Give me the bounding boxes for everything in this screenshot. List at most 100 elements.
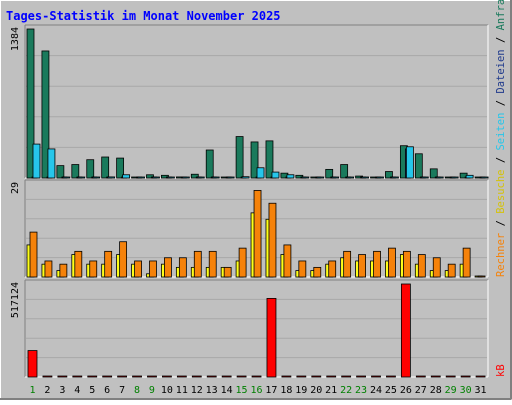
bar-anfragen-day-5: [86, 159, 95, 179]
bar-seiten-day-21: [331, 176, 340, 179]
bar-seiten-day-25: [391, 176, 399, 179]
bar-seiten-day-30: [465, 174, 474, 179]
x-tick-label: 11: [176, 385, 188, 396]
bar-anfragen-day-2: [41, 50, 50, 179]
bar-seiten-day-24: [376, 176, 384, 179]
y-axis-max-label: 1384: [10, 27, 21, 51]
bar-kb-day-15: [236, 375, 247, 378]
chart-panels: 1384 29 517124: [10, 24, 489, 378]
x-axis-tick-labels: 1 2 3 4 5 6 7 8 9 10 11 12 13 14 15 16 17 18 19 20 21 22 23 24 2…: [29, 385, 486, 396]
x-tick-label: 27: [415, 385, 427, 396]
y-axis-max-label: 29: [10, 182, 21, 194]
legend-item-rechner: Rechner: [495, 233, 507, 277]
bar-rechner-day-14: [223, 266, 232, 278]
bar-rechner-day-17: [268, 202, 277, 278]
legend: Rechner / Besuche / Seiten / Dateien / A…: [495, 0, 507, 377]
bar-rechner-day-31: [477, 275, 486, 278]
bar-rechner-day-12: [193, 250, 202, 278]
bar-rechner-day-27: [417, 254, 426, 278]
bar-kb-day-4: [72, 375, 83, 378]
x-tick-label: 17: [265, 385, 277, 396]
bar-kb-day-16: [251, 375, 262, 378]
bar-kb-day-14: [221, 375, 232, 378]
bar-kb-day-3: [57, 375, 68, 378]
bar-seiten-day-9: [152, 176, 160, 179]
bar-kb-day-30: [460, 375, 471, 378]
bar-rechner-day-21: [328, 260, 337, 278]
bar-seiten-day-31: [480, 176, 489, 179]
x-tick-label: 26: [400, 385, 412, 396]
x-tick-label: 22: [340, 385, 352, 396]
x-tick-label: 18: [280, 385, 292, 396]
bar-rechner-day-30: [462, 247, 471, 278]
y-axis-max-label: 517124: [10, 282, 21, 318]
bar-rechner-day-18: [283, 244, 292, 278]
bar-rechner-day-11: [178, 257, 187, 278]
bar-rechner-day-28: [432, 257, 441, 278]
bar-rechner-day-15: [238, 247, 247, 278]
bar-rechner-day-8: [134, 260, 142, 278]
bar-rechner-day-26: [402, 250, 411, 278]
bar-seiten-day-14: [226, 176, 235, 179]
bar-kb-day-2: [42, 375, 53, 378]
bar-anfragen-day-16: [250, 141, 259, 179]
bar-seiten-day-20: [316, 176, 325, 179]
x-tick-label: 1: [29, 385, 35, 396]
bar-kb-day-12: [191, 375, 202, 378]
bar-rechner-day-5: [89, 260, 98, 278]
bar-kb-day-11: [176, 375, 187, 378]
bar-seiten-day-12: [196, 176, 205, 179]
bar-rechner-day-4: [74, 250, 83, 278]
bar-seiten-day-15: [241, 176, 250, 179]
x-tick-label: 5: [89, 385, 95, 396]
legend-item-dateien: Dateien: [495, 49, 507, 93]
bar-seiten-day-22: [346, 176, 355, 179]
bar-rechner-day-1: [29, 231, 38, 278]
legend-separator: /: [495, 94, 507, 113]
x-tick-label: 25: [385, 385, 397, 396]
panel-top: 1384: [10, 24, 489, 179]
x-tick-label: 23: [355, 385, 367, 396]
x-tick-label: 15: [236, 385, 248, 396]
x-tick-label: 6: [104, 385, 110, 396]
bar-seiten-day-6: [107, 176, 116, 179]
x-tick-label: 10: [161, 385, 173, 396]
bar-anfragen-day-9: [146, 174, 154, 179]
legend-item-kb: kB: [495, 364, 507, 377]
bar-anfragen-day-25: [385, 171, 393, 179]
x-tick-label: 13: [206, 385, 218, 396]
bar-anfragen-day-13: [205, 149, 214, 179]
bar-seiten-day-17: [271, 171, 280, 179]
legend-item-anfragen: Anfragen: [495, 0, 507, 30]
x-tick-label: 21: [325, 385, 337, 396]
bar-rechner-day-19: [298, 260, 307, 278]
bar-rechner-day-24: [373, 250, 381, 278]
bar-seiten-day-8: [137, 176, 145, 179]
bar-seiten-day-7: [122, 174, 131, 179]
bar-kb-day-17: [266, 298, 277, 378]
x-tick-label: 7: [119, 385, 125, 396]
bar-kb-day-13: [206, 375, 217, 378]
bar-kb-day-9: [147, 375, 157, 378]
bar-seiten-day-10: [167, 176, 175, 179]
bar-rechner-day-3: [59, 263, 68, 278]
x-tick-label: 20: [310, 385, 322, 396]
bar-kb-day-25: [386, 375, 396, 378]
bar-rechner-day-9: [149, 260, 157, 278]
bar-anfragen-day-22: [340, 164, 349, 179]
bar-kb-day-21: [326, 375, 337, 378]
x-tick-label: 29: [445, 385, 457, 396]
bar-kb-day-5: [87, 375, 98, 378]
bar-kb-day-31: [475, 375, 486, 378]
bar-anfragen-day-4: [71, 164, 80, 179]
panel-bottom: 517124: [10, 279, 489, 378]
bar-rechner-day-6: [104, 250, 113, 278]
bar-anfragen-day-1: [26, 28, 35, 179]
bar-kb-day-20: [311, 375, 322, 378]
bar-seiten-day-4: [77, 176, 86, 179]
legend-item-seiten: Seiten: [495, 113, 507, 151]
bar-kb-day-19: [296, 375, 307, 378]
x-tick-label: 2: [44, 385, 50, 396]
bar-rechner-day-13: [208, 250, 217, 278]
